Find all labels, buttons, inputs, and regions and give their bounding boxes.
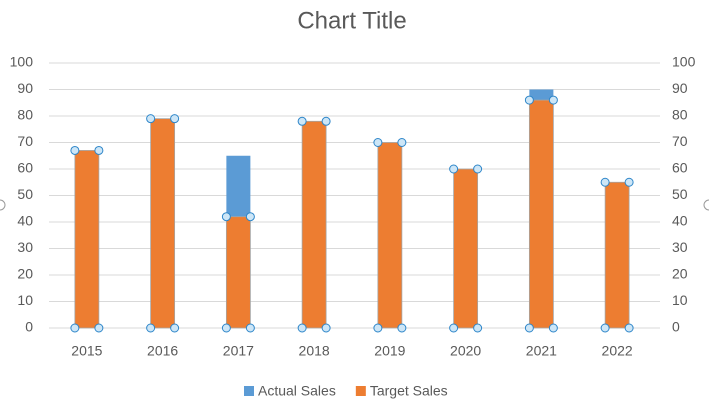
bar <box>604 181 630 329</box>
bar <box>301 120 327 329</box>
selection-handle <box>548 95 558 105</box>
legend-label: Target Sales <box>370 383 448 399</box>
y-tick-label: 70 <box>17 133 33 149</box>
y-tick-label: 0 <box>25 319 33 335</box>
bar <box>225 216 251 329</box>
selection-handle <box>245 212 255 222</box>
y2-tick-label: 30 <box>672 239 688 255</box>
y2-tick-label: 70 <box>672 133 688 149</box>
x-tick-label: 2021 <box>526 343 557 359</box>
selection-handle <box>146 114 156 124</box>
y-tick-label: 60 <box>17 160 33 176</box>
selection-handle <box>449 164 459 174</box>
y-tick-label: 40 <box>17 213 33 229</box>
y2-tick-label: 40 <box>672 213 688 229</box>
y-tick-label: 90 <box>17 80 33 96</box>
bar <box>377 142 403 329</box>
selection-handle <box>297 116 307 126</box>
selection-handle <box>170 114 180 124</box>
y2-tick-label: 100 <box>672 54 696 70</box>
x-tick-label: 2016 <box>147 343 178 359</box>
selection-handle <box>94 145 104 155</box>
selection-handle <box>624 177 634 187</box>
selection-handle <box>397 323 407 333</box>
selection-handle <box>373 323 383 333</box>
x-tick-label: 2020 <box>450 343 481 359</box>
selection-handle <box>245 323 255 333</box>
selection-handle <box>70 323 80 333</box>
y-tick-label: 30 <box>17 239 33 255</box>
x-tick-label: 2022 <box>602 343 633 359</box>
legend-label: Actual Sales <box>258 383 336 399</box>
selection-handle <box>473 323 483 333</box>
selection-handle <box>94 323 104 333</box>
selection-handle <box>297 323 307 333</box>
y2-tick-label: 50 <box>672 186 688 202</box>
legend-swatch <box>244 386 254 396</box>
selection-handle <box>221 212 231 222</box>
selection-handle <box>373 138 383 147</box>
y-tick-label: 10 <box>17 292 33 308</box>
selection-handle <box>524 323 534 333</box>
selection-handle <box>449 323 459 333</box>
selection-handle <box>70 145 80 155</box>
y-tick-label: 50 <box>17 186 33 202</box>
x-tick-label: 2017 <box>223 343 254 359</box>
chart-title: Chart Title <box>297 7 406 34</box>
selection-handle <box>397 138 407 147</box>
y-tick-label: 80 <box>17 107 33 123</box>
selection-handle <box>221 323 231 333</box>
x-tick-label: 2015 <box>71 343 102 359</box>
y2-tick-label: 90 <box>672 80 688 96</box>
legend-swatch <box>355 386 366 396</box>
selection-handle <box>524 95 534 105</box>
selection-handle <box>600 323 610 333</box>
bar <box>453 168 479 329</box>
selection-handle <box>321 323 331 333</box>
y2-tick-label: 0 <box>672 319 680 335</box>
selection-handle <box>624 323 634 333</box>
y2-tick-label: 20 <box>672 266 688 282</box>
y-tick-label: 20 <box>17 266 33 282</box>
selection-handle <box>473 164 483 174</box>
x-tick-label: 2019 <box>374 343 405 359</box>
chart-resize-handle[interactable] <box>0 199 6 211</box>
y2-tick-label: 80 <box>672 107 688 123</box>
bar <box>150 118 176 329</box>
bar <box>528 99 554 329</box>
selection-handle <box>146 323 156 333</box>
y2-tick-label: 10 <box>672 292 688 308</box>
y2-tick-label: 60 <box>672 160 688 176</box>
selection-handle <box>548 323 558 333</box>
y-tick-label: 100 <box>10 54 34 70</box>
chart-resize-handle[interactable] <box>703 199 709 211</box>
x-tick-label: 2018 <box>299 343 330 359</box>
selection-handle <box>321 116 331 126</box>
selection-handle <box>170 323 180 333</box>
selection-handle <box>600 177 610 187</box>
bar <box>74 150 100 329</box>
